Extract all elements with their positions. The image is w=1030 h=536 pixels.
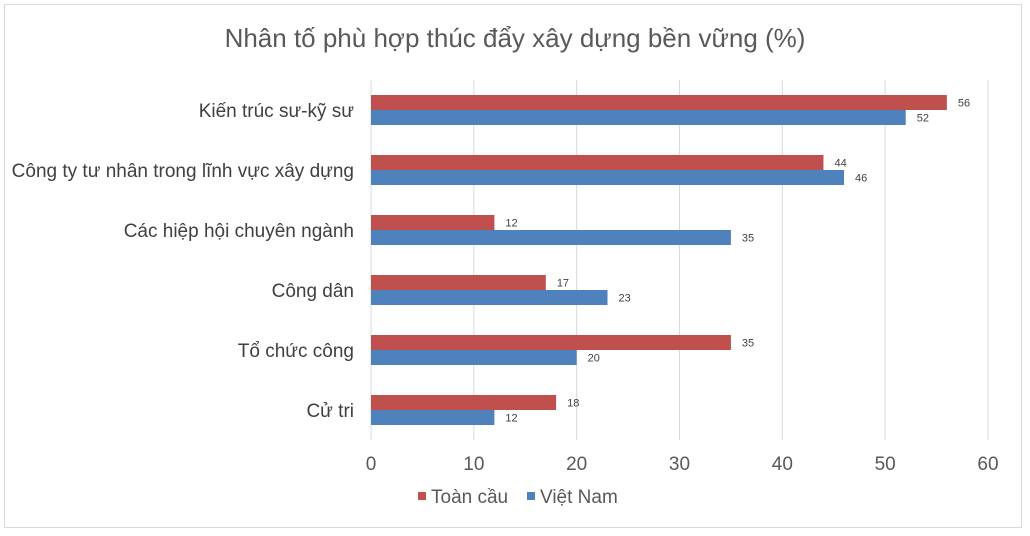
bar-toan-cau — [371, 395, 557, 410]
data-label: 17 — [557, 278, 569, 290]
x-tick-label: 40 — [772, 454, 793, 475]
bar-toan-cau — [371, 95, 947, 110]
bar-toan-cau — [371, 275, 546, 290]
bars — [371, 95, 947, 425]
bar-viet-nam — [371, 230, 731, 245]
legend-label: Toàn cầu — [431, 487, 508, 508]
data-label: 52 — [917, 113, 929, 125]
data-label: 35 — [742, 233, 754, 245]
bar-viet-nam — [371, 350, 577, 365]
data-label: 12 — [505, 413, 517, 425]
bar-toan-cau — [371, 155, 824, 170]
category-label: Cử tri — [306, 401, 354, 422]
bar-toan-cau — [371, 215, 495, 230]
category-label: Tổ chức công — [238, 341, 354, 362]
data-label: 18 — [567, 398, 579, 410]
data-label: 23 — [619, 293, 631, 305]
data-label: 35 — [742, 338, 754, 350]
legend-swatch — [418, 492, 426, 500]
data-label: 12 — [505, 218, 517, 230]
category-label: Công dân — [272, 281, 354, 302]
data-label: 56 — [958, 98, 970, 110]
x-tick-label: 50 — [875, 454, 896, 475]
legend-swatch — [527, 492, 535, 500]
x-tick-label: 0 — [366, 454, 377, 475]
bar-viet-nam — [371, 290, 608, 305]
bar-viet-nam — [371, 410, 495, 425]
category-label: Kiến trúc sư-kỹ sư — [199, 101, 355, 122]
data-label: 46 — [855, 173, 867, 185]
bar-viet-nam — [371, 170, 845, 185]
chart-frame — [4, 4, 1022, 528]
bar-viet-nam — [371, 110, 906, 125]
gridlines — [370, 80, 989, 440]
category-label: Các hiệp hội chuyên ngành — [124, 221, 354, 242]
x-tick-label: 30 — [669, 454, 690, 475]
legend: Toàn cầu Việt Nam — [418, 487, 618, 508]
legend-label: Việt Nam — [540, 487, 618, 508]
x-tick-label: 20 — [566, 454, 587, 475]
category-label: Công ty tư nhân trong lĩnh vực xây dựng — [12, 161, 354, 182]
bar-toan-cau — [371, 335, 731, 350]
labels: 0 10 20 30 40 50 60 Kiến trúc sư-kỹ sư 56 52 Công … — [12, 98, 999, 476]
data-label: 20 — [588, 353, 600, 365]
x-tick-label: 60 — [977, 454, 998, 475]
x-tick-label: 10 — [463, 454, 484, 475]
data-label: 44 — [834, 158, 846, 170]
chart-title: Nhân tố phù hợp thúc đẩy xây dựng bền vữ… — [225, 23, 806, 53]
